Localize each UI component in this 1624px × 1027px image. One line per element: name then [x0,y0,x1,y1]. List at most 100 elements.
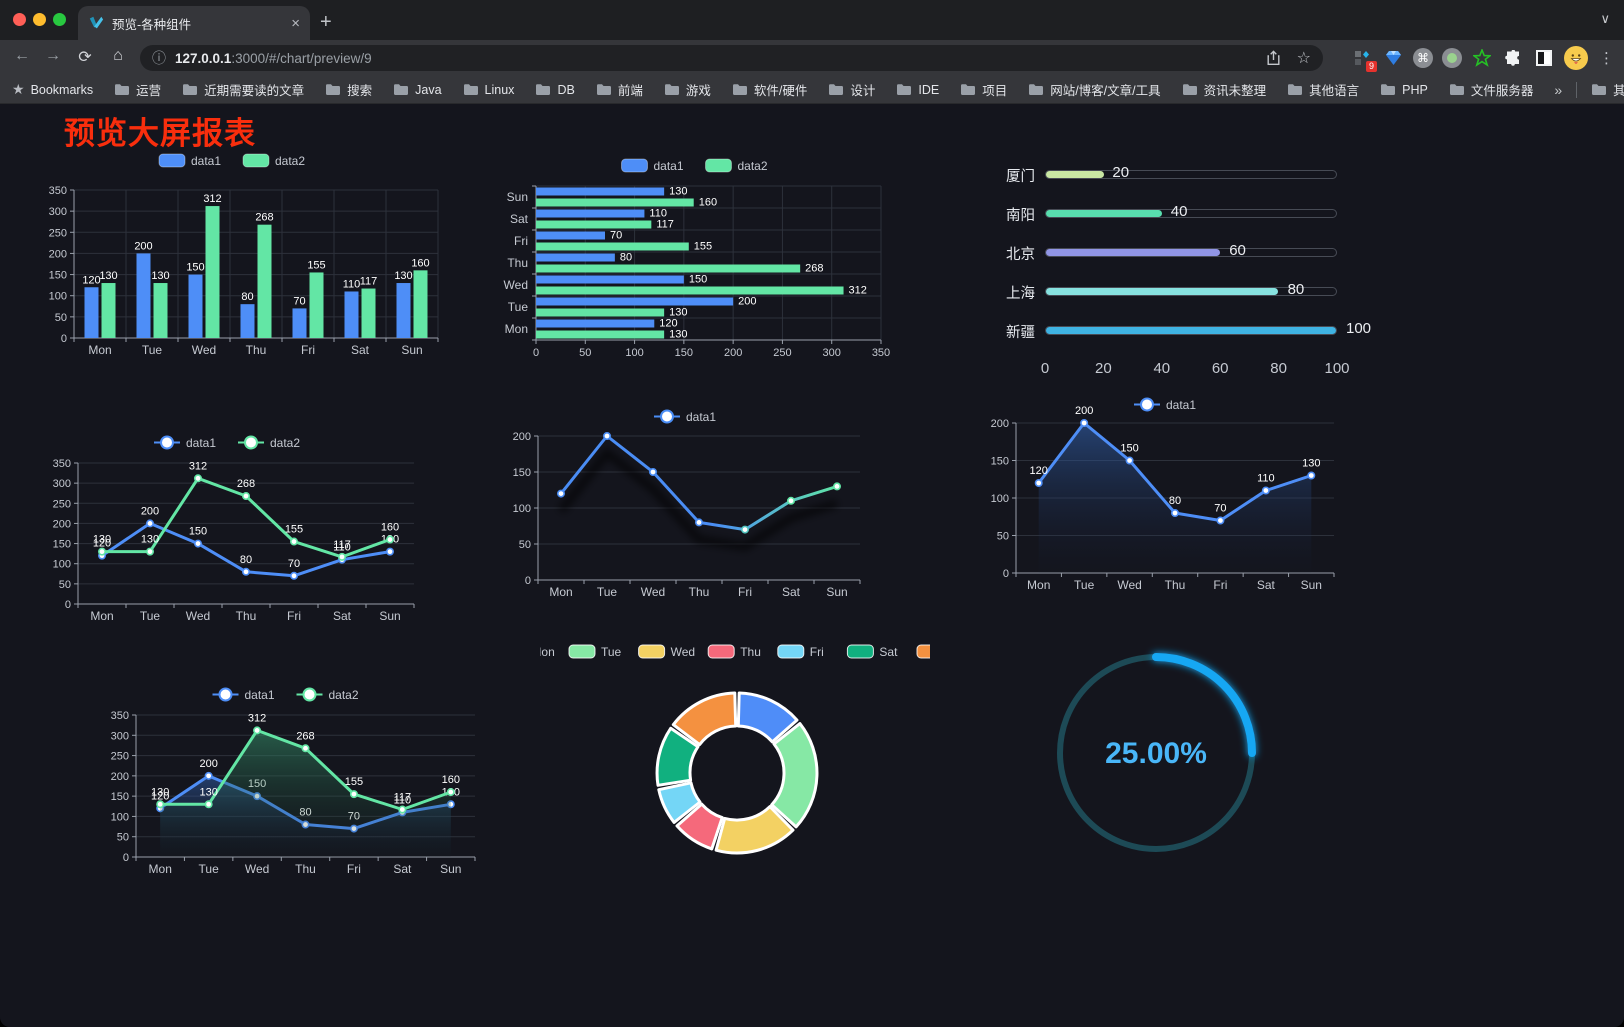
bookmark-folder-item[interactable]: PHP [1380,83,1428,97]
svg-text:Tue: Tue [199,862,220,876]
svg-text:130: 130 [141,534,159,546]
svg-text:120: 120 [659,318,677,330]
bookmark-label: 软件/硬件 [753,84,808,98]
horizontal-bar-chart[interactable]: data1 data2 0 50 100 150 200 250 300 350 Sun 130 160… [500,152,895,372]
chart-legend[interactable]: data1 data2 [212,687,359,702]
svg-text:150: 150 [675,347,693,359]
bookmark-folder-item[interactable]: 搜索 [325,80,372,99]
bookmark-folder-item[interactable]: Linux [463,83,514,97]
svg-text:Fri: Fri [347,862,361,876]
svg-text:data1: data1 [686,410,716,424]
chart-legend[interactable]: data1 [654,409,716,424]
close-window-button[interactable] [13,13,26,26]
other-bookmarks-folder[interactable]: 其他书签 [1591,80,1624,99]
site-info-icon[interactable]: ⓘ [152,50,166,66]
bookmark-star-icon[interactable]: ☆ [1296,50,1311,67]
dual-area-chart[interactable]: data1 data2 0 50 100 150 200 250 300 350 Mon Tue Wed… [96,678,481,894]
chart-legend[interactable]: data1 data2 [154,435,300,450]
bookmark-folder-item[interactable]: 游戏 [664,80,711,99]
svg-text:Thu: Thu [295,862,316,876]
svg-text:Thu: Thu [246,343,267,357]
bookmark-folder-item[interactable]: 资讯未整理 [1182,80,1266,99]
progress-label: 新疆 [1006,325,1035,341]
tab-close-icon[interactable]: × [291,14,300,32]
svg-text:130: 130 [151,786,169,798]
grouped-bar-chart[interactable]: data1 data2 0 50 100 150 200 250 300 350 Mon Tue Wed… [36,142,446,374]
svg-text:312: 312 [189,460,207,472]
minimize-window-button[interactable] [33,13,46,26]
svg-text:110: 110 [649,208,667,220]
bookmark-folder-item[interactable]: 软件/硬件 [732,80,807,99]
zoom-window-button[interactable] [53,13,66,26]
svg-text:350: 350 [53,458,71,470]
bookmark-folder-item[interactable]: IDE [896,83,939,97]
bookmark-folder-item[interactable]: 运营 [114,80,161,99]
svg-text:50: 50 [55,312,67,324]
reload-button[interactable]: ⟳ [78,49,92,66]
multi-line-chart[interactable]: data1 data2 0 50 100 150 200 250 300 350 Mon Tue Wed… [40,426,420,642]
progress-row: 新疆 100 [985,320,1390,341]
chart-legend[interactable]: data1 data2 [158,153,305,168]
bookmark-folder-item[interactable]: Java [393,83,442,97]
puzzle-extensions-icon[interactable] [1502,47,1524,69]
progress-fill [1046,249,1220,256]
progress-value: 20 [1112,164,1130,181]
progress-gauge[interactable]: 25.00% [1032,628,1282,878]
gem-extension-icon[interactable] [1382,47,1404,69]
svg-text:Fri: Fri [810,645,824,659]
command-extension-icon[interactable]: ⌘ [1413,48,1433,68]
svg-text:Wed: Wed [245,862,269,876]
progress-label: 南阳 [1006,208,1035,224]
share-icon[interactable] [1266,50,1281,66]
bookmark-folder-item[interactable]: 项目 [960,80,1007,99]
address-bar[interactable]: ⓘ 127.0.0.1:3000/#/chart/preview/9 ☆ [140,45,1323,71]
bookmark-label: 近期需要读的文章 [204,84,305,98]
forward-button[interactable]: → [45,47,61,64]
svg-text:70: 70 [610,230,622,242]
svg-text:Mon: Mon [1027,578,1050,592]
new-tab-button[interactable]: + [320,11,332,33]
svg-text:268: 268 [237,478,255,490]
svg-text:200: 200 [53,518,71,530]
svg-text:268: 268 [255,212,273,224]
svg-text:Tue: Tue [597,585,618,599]
bookmarks-root[interactable]: ★ Bookmarks [12,81,93,98]
svg-text:80: 80 [620,252,632,264]
svg-text:Fri: Fri [738,585,752,599]
area-line-chart[interactable]: data1 0 50 100 150 200 Mon Tue Wed Thu Fri Sat Sun 12… [982,388,1354,604]
chart-legend[interactable]: data1 data2 [621,158,768,173]
active-tab[interactable]: 预览-各种组件 × [78,6,310,40]
svg-text:155: 155 [345,776,363,788]
star-extension-icon[interactable] [1471,47,1493,69]
bookmark-folder-item[interactable]: 前端 [596,80,643,99]
svg-text:80: 80 [1169,495,1181,507]
url-host: 127.0.0.1 [175,50,232,66]
bookmark-folder-item[interactable]: 网站/博客/文章/工具 [1028,80,1161,99]
profile-avatar[interactable] [1564,46,1588,70]
browser-menu-kebab-icon[interactable]: ⋮ [1599,50,1614,67]
bookmark-folder-item[interactable]: DB [535,83,575,97]
home-button[interactable]: ⌂ [113,47,123,64]
svg-text:312: 312 [849,285,867,297]
svg-text:100: 100 [991,493,1009,505]
bookmark-folder-item[interactable]: 设计 [828,80,875,99]
tab-search-chevron-icon[interactable]: ∨ [1600,11,1610,26]
progress-track [1045,170,1337,179]
proxy-extension-icon[interactable]: 9 [1351,47,1377,72]
bookmark-folder-item[interactable]: 文件服务器 [1449,80,1533,99]
recorder-extension-icon[interactable] [1442,48,1462,68]
folder-icon [961,84,976,95]
back-button[interactable]: ← [14,47,30,64]
chart-legend[interactable]: data1 [1134,397,1196,412]
bookmarks-overflow-chevron[interactable]: » [1554,81,1563,98]
bookmark-folder-item[interactable]: 近期需要读的文章 [182,80,304,99]
city-progress-chart[interactable]: 厦门 20 南阳 40 北京 60 上海 80 新疆 100 0 20 40 60 80 100 [985,160,1390,390]
svg-text:200: 200 [991,418,1009,430]
bookmark-folder-item[interactable]: 其他语言 [1287,80,1359,99]
axis-tick-label: 40 [1153,360,1171,377]
gradient-line-chart[interactable]: data1 0 50 100 150 200 Mon Tue Wed Thu Fri Sat Sun [502,400,874,616]
dark-mode-extension-icon[interactable] [1533,47,1555,69]
